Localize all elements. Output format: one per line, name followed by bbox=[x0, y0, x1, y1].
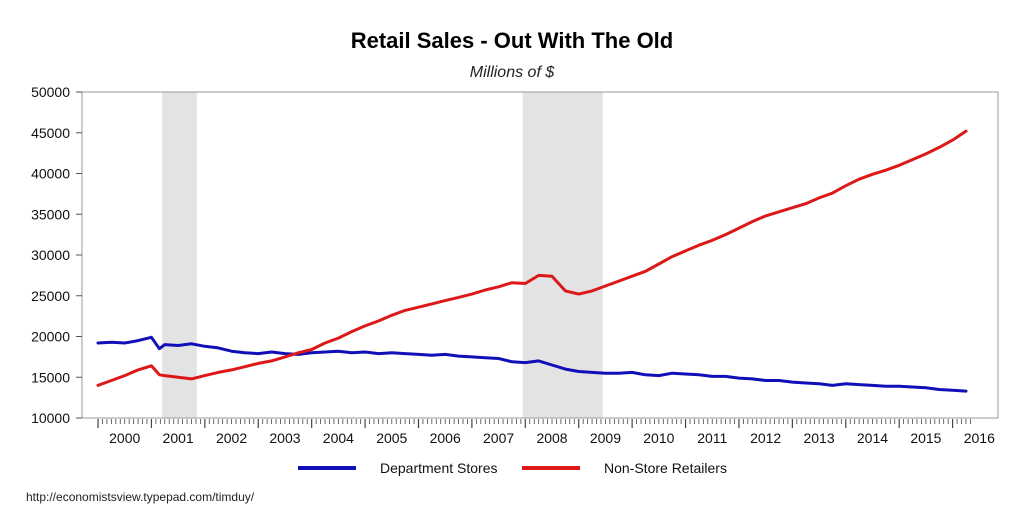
y-tick-label: 40000 bbox=[31, 166, 70, 182]
y-tick-label: 10000 bbox=[31, 410, 70, 426]
x-tick-label: 2015 bbox=[910, 430, 941, 446]
y-tick-label: 50000 bbox=[31, 84, 70, 100]
y-tick-label: 30000 bbox=[31, 247, 70, 263]
y-tick-label: 20000 bbox=[31, 329, 70, 345]
legend: Department Stores Non-Store Retailers bbox=[0, 460, 1024, 480]
legend-swatch-non-store-retailers bbox=[522, 466, 580, 470]
x-axis: 2000 2001 2002 2003 2004 2005 2006 2007 2008 2009… bbox=[97, 419, 995, 446]
x-tick-label: 2002 bbox=[216, 430, 247, 446]
y-tick-label: 15000 bbox=[31, 369, 70, 385]
y-tick-label: 35000 bbox=[31, 206, 70, 222]
recession-band-0 bbox=[162, 92, 197, 418]
x-tick-label: 2006 bbox=[430, 430, 461, 446]
y-axis: 10000 15000 20000 25000 30000 35000 40000 45000… bbox=[31, 84, 82, 426]
y-tick-label: 45000 bbox=[31, 125, 70, 141]
x-tick-label: 2008 bbox=[536, 430, 567, 446]
x-tick-label: 2001 bbox=[163, 430, 194, 446]
chart-subtitle: Millions of $ bbox=[469, 64, 555, 81]
legend-label-non-store-retailers: Non-Store Retailers bbox=[604, 460, 727, 476]
x-tick-label: 2016 bbox=[964, 430, 995, 446]
y-tick-label: 25000 bbox=[31, 288, 70, 304]
x-tick-label: 2000 bbox=[109, 430, 140, 446]
x-tick-label: 2003 bbox=[269, 430, 300, 446]
series-line-department-stores bbox=[96, 335, 968, 393]
chart-title: Retail Sales - Out With The Old bbox=[350, 28, 674, 53]
x-tick-label: 2013 bbox=[803, 430, 834, 446]
x-tick-label: 2011 bbox=[697, 430, 727, 446]
x-tick-label: 2005 bbox=[376, 430, 407, 446]
series-line-non-store-retailers bbox=[96, 129, 968, 387]
source-url[interactable]: http://economistsview.typepad.com/timduy… bbox=[26, 490, 255, 504]
recession-band-1 bbox=[522, 92, 603, 418]
x-tick-label: 2012 bbox=[750, 430, 781, 446]
x-tick-label: 2007 bbox=[483, 430, 514, 446]
series-lines bbox=[96, 129, 968, 393]
x-tick-label: 2010 bbox=[643, 430, 674, 446]
x-tick-label: 2014 bbox=[857, 430, 888, 446]
legend-label-department-stores: Department Stores bbox=[380, 460, 498, 476]
legend-item-department-stores: Department Stores bbox=[298, 460, 498, 476]
legend-swatch-department-stores bbox=[298, 466, 356, 470]
recession-shading bbox=[162, 92, 603, 418]
legend-item-non-store-retailers: Non-Store Retailers bbox=[522, 460, 727, 476]
x-tick-label: 2009 bbox=[590, 430, 621, 446]
x-tick-label: 2004 bbox=[323, 430, 354, 446]
